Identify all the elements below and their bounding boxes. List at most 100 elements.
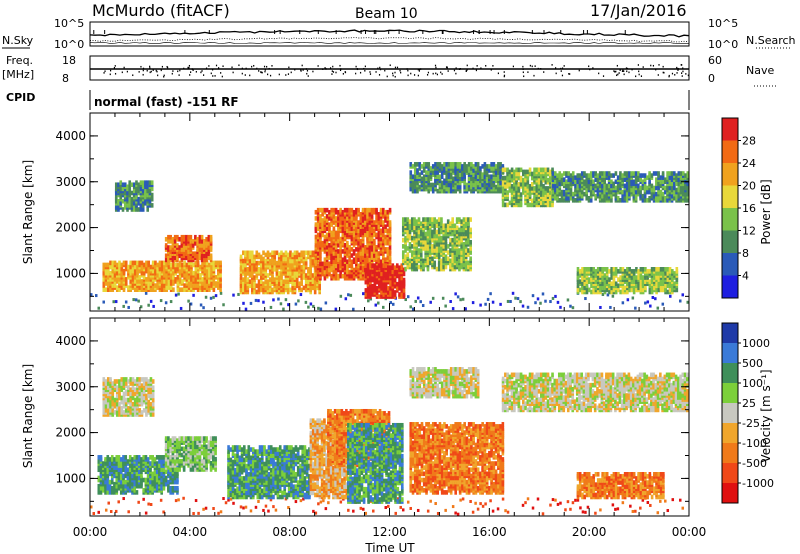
heatmap-cell [319,232,322,238]
heatmap-cell [580,171,584,176]
heatmap-cell [607,171,611,176]
heatmap-cell [404,248,407,253]
heatmap-cell [169,300,173,304]
heatmap-cell [144,198,147,204]
heatmap-cell [446,250,450,255]
heatmap-cell [558,191,562,197]
heatmap-cell [343,242,347,248]
heatmap-cell [539,167,543,173]
heatmap-cell [612,287,616,293]
heatmap-cell [248,258,252,264]
nave-dot [512,65,514,68]
nave-dot [201,70,203,72]
heatmap-cell [104,287,108,292]
heatmap-cell [384,247,387,252]
heatmap-cell [578,279,582,284]
heatmap-cell [361,251,365,256]
heatmap-cell [343,230,347,236]
heatmap-cell [625,171,629,176]
heatmap-cell [139,186,143,192]
heatmap-cell [451,237,454,243]
heatmap-cell [467,233,470,239]
heatmap-cell [266,273,270,278]
nave-dot [440,71,442,74]
heatmap-cell [569,173,573,178]
heatmap-cell [451,217,454,222]
heatmap-cell [323,207,327,213]
heatmap-cell [350,253,354,258]
nave-dot [466,64,468,67]
nave-dot [301,64,303,67]
heatmap-cell [670,193,674,199]
heatmap-cell [339,236,342,242]
heatmap-cell [440,262,443,268]
heatmap-cell [187,299,190,303]
heatmap-cell [410,235,414,241]
heatmap-cell [94,294,98,298]
nave-dot [218,67,220,69]
nave-dot [551,64,553,66]
heatmap-cell [492,166,496,171]
heatmap-cell [648,189,651,195]
heatmap-cell [321,247,324,252]
heatmap-cell [435,266,439,272]
heatmap-cell [364,288,368,293]
nave-dot [192,69,194,72]
heatmap-cell [250,250,254,256]
heatmap-cell [460,262,463,268]
heatmap-cell [408,242,412,247]
heatmap-cell [501,202,505,208]
heatmap-cell [556,173,559,178]
heatmap-cell [311,285,315,291]
heatmap-cell [491,300,495,304]
heatmap-cell [476,168,480,173]
nave-dot [302,69,304,71]
heatmap-cell [471,301,475,305]
heatmap-cell [654,297,657,301]
heatmap-cell [131,277,135,282]
nave-dot [171,72,173,75]
heatmap-cell [375,214,378,219]
heatmap-cell [241,277,245,282]
heatmap-cell [259,254,263,260]
heatmap-cell [454,162,457,167]
heatmap-cell [316,207,320,213]
heatmap-cell [115,279,119,284]
heatmap-cell [686,181,690,187]
heatmap-cell [427,188,431,194]
heatmap-cell [673,189,676,195]
heatmap-cell [343,265,347,271]
heatmap-cell [178,236,181,242]
heatmap-cell [248,283,252,289]
nave-dot [200,71,202,74]
heatmap-cell [205,243,208,248]
heatmap-cell [359,273,363,279]
heatmap-cell [583,281,587,287]
heatmap-cell [481,164,484,169]
heatmap-cell [172,260,175,266]
heatmap-cell [176,255,179,261]
heatmap-cell [422,258,425,264]
heatmap-cell [621,289,625,295]
heatmap-cell [348,269,351,275]
heatmap-cell [497,176,500,182]
heatmap-cell [553,183,557,189]
heatmap-cell [355,214,358,219]
nave-dot [592,67,594,69]
heatmap-cell [539,200,543,206]
heatmap-cell [619,171,622,176]
heatmap-cell [605,183,609,189]
heatmap-cell [539,301,542,305]
heatmap-cell [598,171,602,176]
freq-label-line1: Freq. [6,54,33,67]
heatmap-cell [323,265,327,271]
heatmap-cell [511,291,515,295]
heatmap-cell [585,267,589,272]
freq-label-line2: [MHz] [2,68,34,81]
heatmap-cell [309,250,312,256]
heatmap-cell [517,167,521,173]
heatmap-cell [587,195,591,201]
heatmap-cell [632,171,636,176]
heatmap-cell [686,171,690,176]
nave-dot [156,70,158,73]
